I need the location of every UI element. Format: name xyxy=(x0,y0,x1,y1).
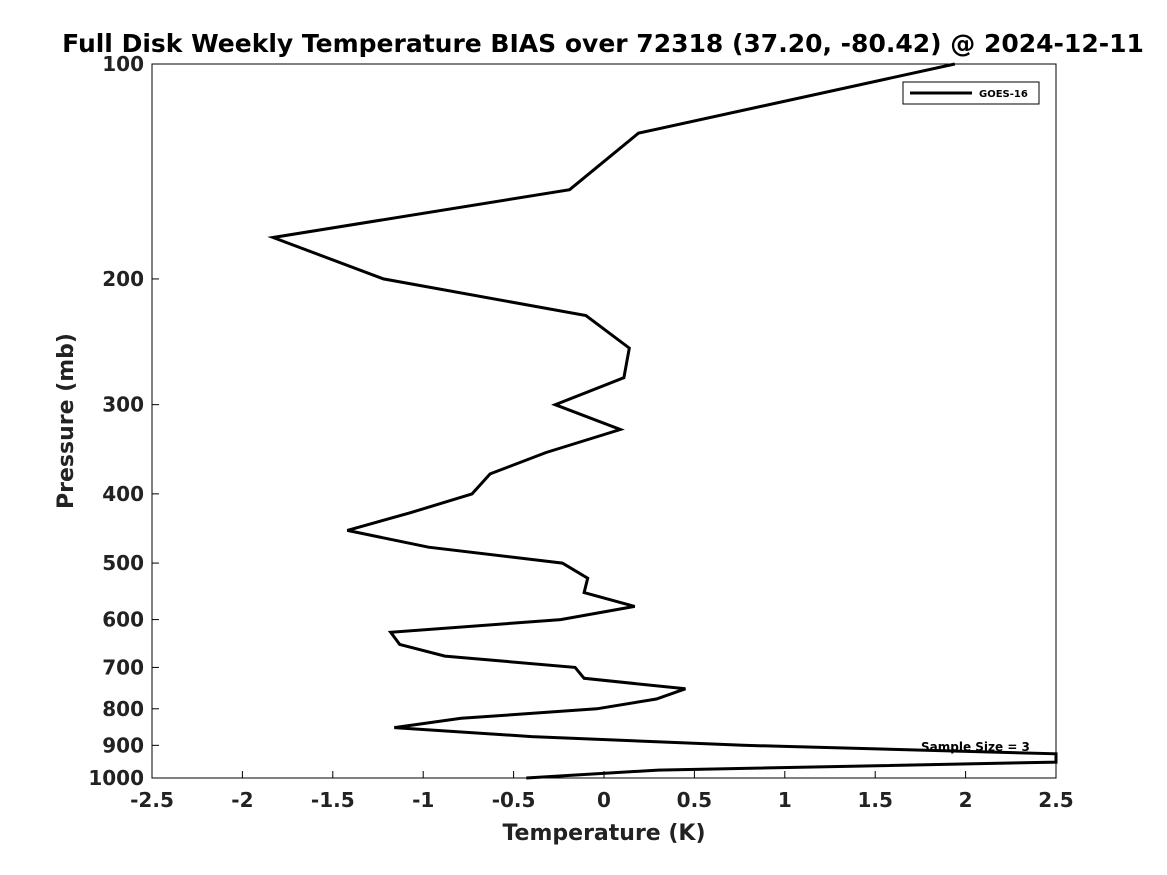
y-tick-label: 400 xyxy=(102,482,144,506)
y-tick-label: 200 xyxy=(102,267,144,291)
y-axis-label: Pressure (mb) xyxy=(54,333,79,509)
x-tick-label: 1.5 xyxy=(857,788,892,812)
x-tick-label: 0 xyxy=(597,788,611,812)
legend: GOES-16 xyxy=(902,81,1040,105)
plot-area xyxy=(151,63,1057,779)
y-tick-label: 500 xyxy=(102,551,144,575)
y-axis: 100 200 300 400 500 600 700 800 900 1000 xyxy=(88,52,159,790)
y-tick-label: 300 xyxy=(102,393,144,417)
y-tick-label: 800 xyxy=(102,697,144,721)
series-layer xyxy=(267,62,1058,780)
y-tick-label: 600 xyxy=(102,608,144,632)
x-axis: -2.5 -2 -1.5 -1 -0.5 0 0.5 1 1.5 2 2.5 xyxy=(130,771,1074,812)
x-tick-label: 0.5 xyxy=(677,788,712,812)
y-tick-label: 700 xyxy=(102,655,144,679)
legend-label-goes-16: GOES-16 xyxy=(979,89,1028,100)
x-tick-label: 2.5 xyxy=(1038,788,1073,812)
y-tick-label: 900 xyxy=(102,733,144,757)
x-tick-label: 1 xyxy=(778,788,792,812)
sample-size-annotation: Sample Size = 3 xyxy=(921,740,1030,754)
chart-title: Full Disk Weekly Temperature BIAS over 7… xyxy=(62,29,1144,58)
x-tick-label: -1 xyxy=(412,788,434,812)
x-tick-label: -1.5 xyxy=(311,788,355,812)
x-axis-label: Temperature (K) xyxy=(502,821,705,846)
x-tick-label: 2 xyxy=(959,788,973,812)
y-tick-label: 1000 xyxy=(88,766,144,790)
x-tick-label: -2.5 xyxy=(130,788,174,812)
y-tick-label: 100 xyxy=(102,52,144,76)
x-tick-label: -0.5 xyxy=(492,788,536,812)
x-tick-label: -2 xyxy=(231,788,253,812)
series-line-goes-16 xyxy=(267,62,1058,780)
